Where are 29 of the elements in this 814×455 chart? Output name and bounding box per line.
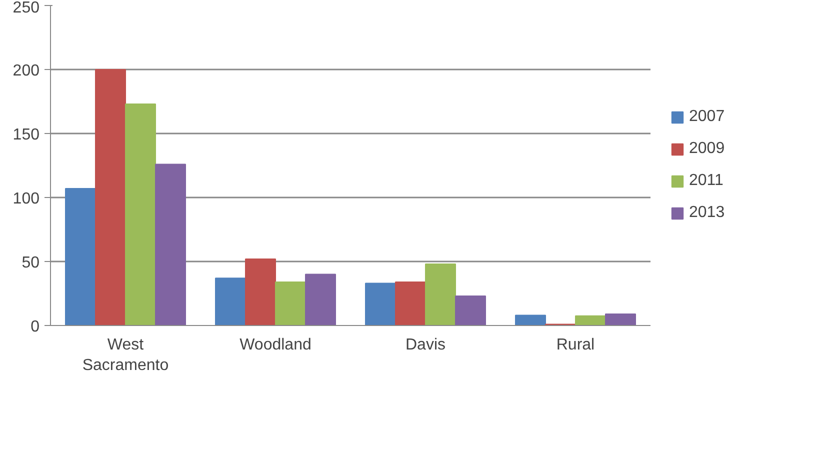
bar: [515, 314, 546, 326]
bar: [245, 258, 276, 326]
y-tick-label: 100: [12, 190, 40, 208]
bar: [455, 296, 486, 326]
y-tick-label: 250: [12, 0, 40, 16]
legend-label: 2013: [689, 204, 725, 222]
x-tick-label: Davis: [405, 336, 446, 354]
bar: [275, 281, 306, 326]
legend-label: 2009: [689, 140, 725, 158]
bar: [365, 282, 396, 326]
bar: [305, 274, 336, 326]
bar: [395, 281, 426, 326]
bar: [575, 315, 606, 326]
y-tick-label: 50: [22, 254, 40, 272]
x-tick-label: West Sacramento: [82, 336, 169, 374]
bar: [215, 278, 246, 326]
bar: [95, 69, 126, 326]
legend-label: 2007: [689, 108, 725, 126]
legend-label: 2011: [689, 172, 724, 190]
bar: [65, 188, 96, 326]
x-tick-label: Woodland: [240, 336, 312, 354]
y-tick-label: 150: [12, 126, 40, 144]
y-tick-label: 200: [12, 62, 40, 80]
bar: [605, 313, 636, 326]
bar: [125, 104, 156, 326]
y-tick-label: 0: [30, 318, 40, 336]
bar: [155, 164, 186, 326]
bar: [425, 264, 456, 326]
x-tick-label: Rural: [556, 336, 595, 354]
